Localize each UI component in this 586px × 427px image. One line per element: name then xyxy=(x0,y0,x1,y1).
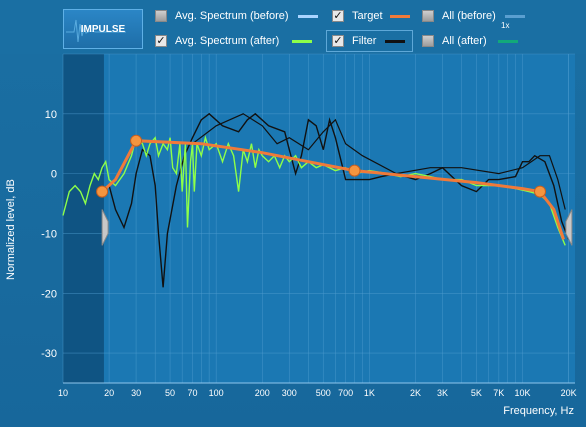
x-tick-label: 1K xyxy=(364,388,375,398)
filter-label: Filter xyxy=(352,35,377,47)
avg-before-swatch xyxy=(298,15,318,18)
filter-swatch xyxy=(385,40,405,43)
y-tick-label: 0 xyxy=(51,169,57,181)
x-tick-label: 200 xyxy=(255,388,270,398)
legend-avg-after[interactable]: ✓ Avg. Spectrum (after) xyxy=(155,33,279,49)
all-before-label: All (before) xyxy=(442,10,496,22)
x-tick-label: 3K xyxy=(437,388,448,398)
target-swatch xyxy=(390,15,410,18)
legend-filter[interactable]: ✓ Filter xyxy=(332,33,376,49)
plot-area[interactable] xyxy=(63,54,575,383)
all-before-swatch xyxy=(505,15,525,18)
x-tick-label: 2K xyxy=(410,388,421,398)
avg-after-swatch xyxy=(292,40,312,43)
x-tick-label: 50 xyxy=(165,388,175,398)
x-tick-label: 10 xyxy=(58,388,68,398)
x-tick-label: 70 xyxy=(187,388,197,398)
all-before-count: 1x xyxy=(501,21,510,30)
waveform-icon xyxy=(66,19,126,43)
range-handle-left[interactable] xyxy=(101,209,109,246)
x-tick-label: 300 xyxy=(282,388,297,398)
x-tick-label: 20K xyxy=(561,388,577,398)
filter-curve xyxy=(108,112,570,288)
y-axis-label: Normalized level, dB xyxy=(5,179,17,280)
all-after-checkbox[interactable] xyxy=(422,35,434,47)
y-tick-label: -20 xyxy=(41,288,57,300)
x-tick-label: 20 xyxy=(104,388,114,398)
y-tick-label: -10 xyxy=(41,228,57,240)
filter-selection-box xyxy=(326,30,413,52)
y-tick-label: 10 xyxy=(45,109,57,121)
x-tick-label: 5K xyxy=(471,388,482,398)
avg-after-checkbox[interactable]: ✓ xyxy=(155,35,167,47)
target-node-handle[interactable] xyxy=(348,164,361,177)
target-label: Target xyxy=(352,10,383,22)
x-tick-label: 10K xyxy=(515,388,531,398)
impulse-button[interactable]: IMPULSE xyxy=(63,9,143,49)
target-node-handle[interactable] xyxy=(96,185,109,198)
all-before-checkbox[interactable] xyxy=(422,10,434,22)
x-tick-label: 30 xyxy=(131,388,141,398)
avg-before-label: Avg. Spectrum (before) xyxy=(175,10,289,22)
excluded-range-left xyxy=(63,54,104,383)
filter-checkbox[interactable]: ✓ xyxy=(332,35,344,47)
filter-curve-secondary xyxy=(192,113,566,210)
x-tick-label: 700 xyxy=(338,388,353,398)
x-tick-label: 100 xyxy=(209,388,224,398)
range-handle-right[interactable] xyxy=(565,209,573,246)
y-tick-label: -30 xyxy=(41,348,57,360)
avg-after-label: Avg. Spectrum (after) xyxy=(175,35,280,47)
legend-all-before[interactable]: All (before) xyxy=(422,8,496,24)
impulse-label: IMPULSE xyxy=(80,23,126,35)
legend-target[interactable]: ✓ Target xyxy=(332,8,383,24)
target-node-handle[interactable] xyxy=(534,185,547,198)
x-tick-label: 7K xyxy=(493,388,504,398)
target-checkbox[interactable]: ✓ xyxy=(332,10,344,22)
legend-all-after[interactable]: All (after) xyxy=(422,33,487,49)
x-tick-label: 500 xyxy=(316,388,331,398)
all-after-swatch xyxy=(498,40,518,43)
target-node-handle[interactable] xyxy=(130,134,143,147)
legend-avg-before[interactable]: Avg. Spectrum (before) xyxy=(155,8,289,24)
x-axis-label: Frequency, Hz xyxy=(503,405,574,417)
avg-before-checkbox[interactable] xyxy=(155,10,167,22)
all-after-label: All (after) xyxy=(442,35,487,47)
